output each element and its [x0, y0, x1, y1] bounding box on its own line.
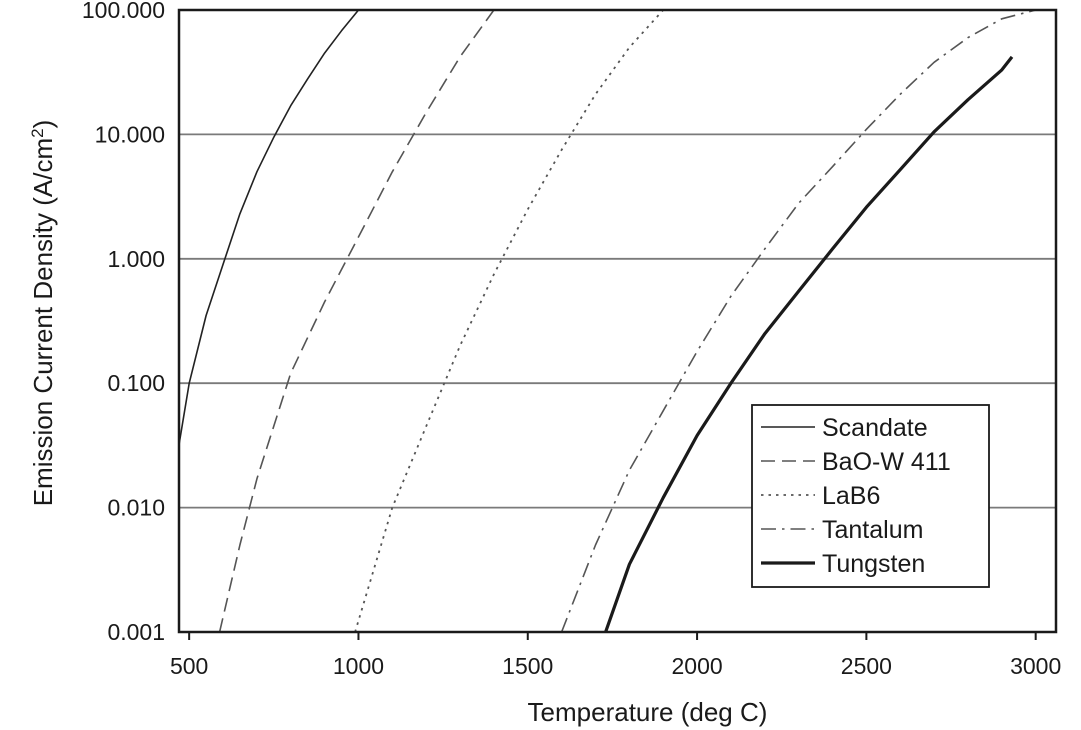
y-axis-ticks: 100.000 10.000 1.000 0.100 0.010 0.001 — [82, 0, 165, 645]
y-tick-label: 1.000 — [107, 246, 165, 272]
series-line-lab6 — [354, 10, 664, 632]
y-tick-label: 10.000 — [95, 121, 165, 147]
y-axis-title-sup: 2 — [28, 128, 47, 137]
x-tick-label: 500 — [170, 653, 208, 679]
legend-label-bao-w-411: BaO-W 411 — [822, 448, 951, 476]
x-tick-label: 1000 — [333, 653, 384, 679]
plot-frame — [177, 8, 1058, 634]
y-axis-title-main: Emission Current Density (A/cm — [28, 138, 58, 506]
y-tick-label: 0.001 — [107, 619, 165, 645]
y-tick-label: 0.010 — [107, 495, 165, 521]
x-tick-label: 1500 — [502, 653, 553, 679]
x-tick-label: 2000 — [671, 653, 722, 679]
x-axis-title: Temperature (deg C) — [528, 697, 768, 727]
x-axis-ticks: 500 1000 1500 2000 2500 3000 — [170, 632, 1061, 679]
series-lines — [179, 10, 1036, 632]
y-axis-title: Emission Current Density (A/cm2) — [28, 120, 58, 507]
legend: Scandate BaO-W 411 LaB6 Tantalum Tungsten — [751, 404, 990, 588]
legend-box — [751, 404, 990, 588]
series-line-bao-w-411 — [218, 10, 495, 632]
x-tick-label: 2500 — [841, 653, 892, 679]
series-line-scandate — [179, 10, 360, 445]
x-tick-label: 3000 — [1010, 653, 1061, 679]
series-line-tantalum — [560, 10, 1036, 632]
legend-label-lab6: LaB6 — [822, 482, 880, 510]
legend-items: Scandate BaO-W 411 LaB6 Tantalum Tungsten — [761, 414, 951, 578]
legend-label-tantalum: Tantalum — [822, 516, 923, 544]
legend-label-scandate: Scandate — [822, 414, 928, 442]
series-line-tungsten — [604, 55, 1014, 632]
y-tick-label: 0.100 — [107, 370, 165, 396]
legend-label-tungsten: Tungsten — [822, 550, 925, 578]
y-axis-title-close: ) — [28, 120, 58, 129]
y-tick-label: 100.000 — [82, 0, 165, 23]
